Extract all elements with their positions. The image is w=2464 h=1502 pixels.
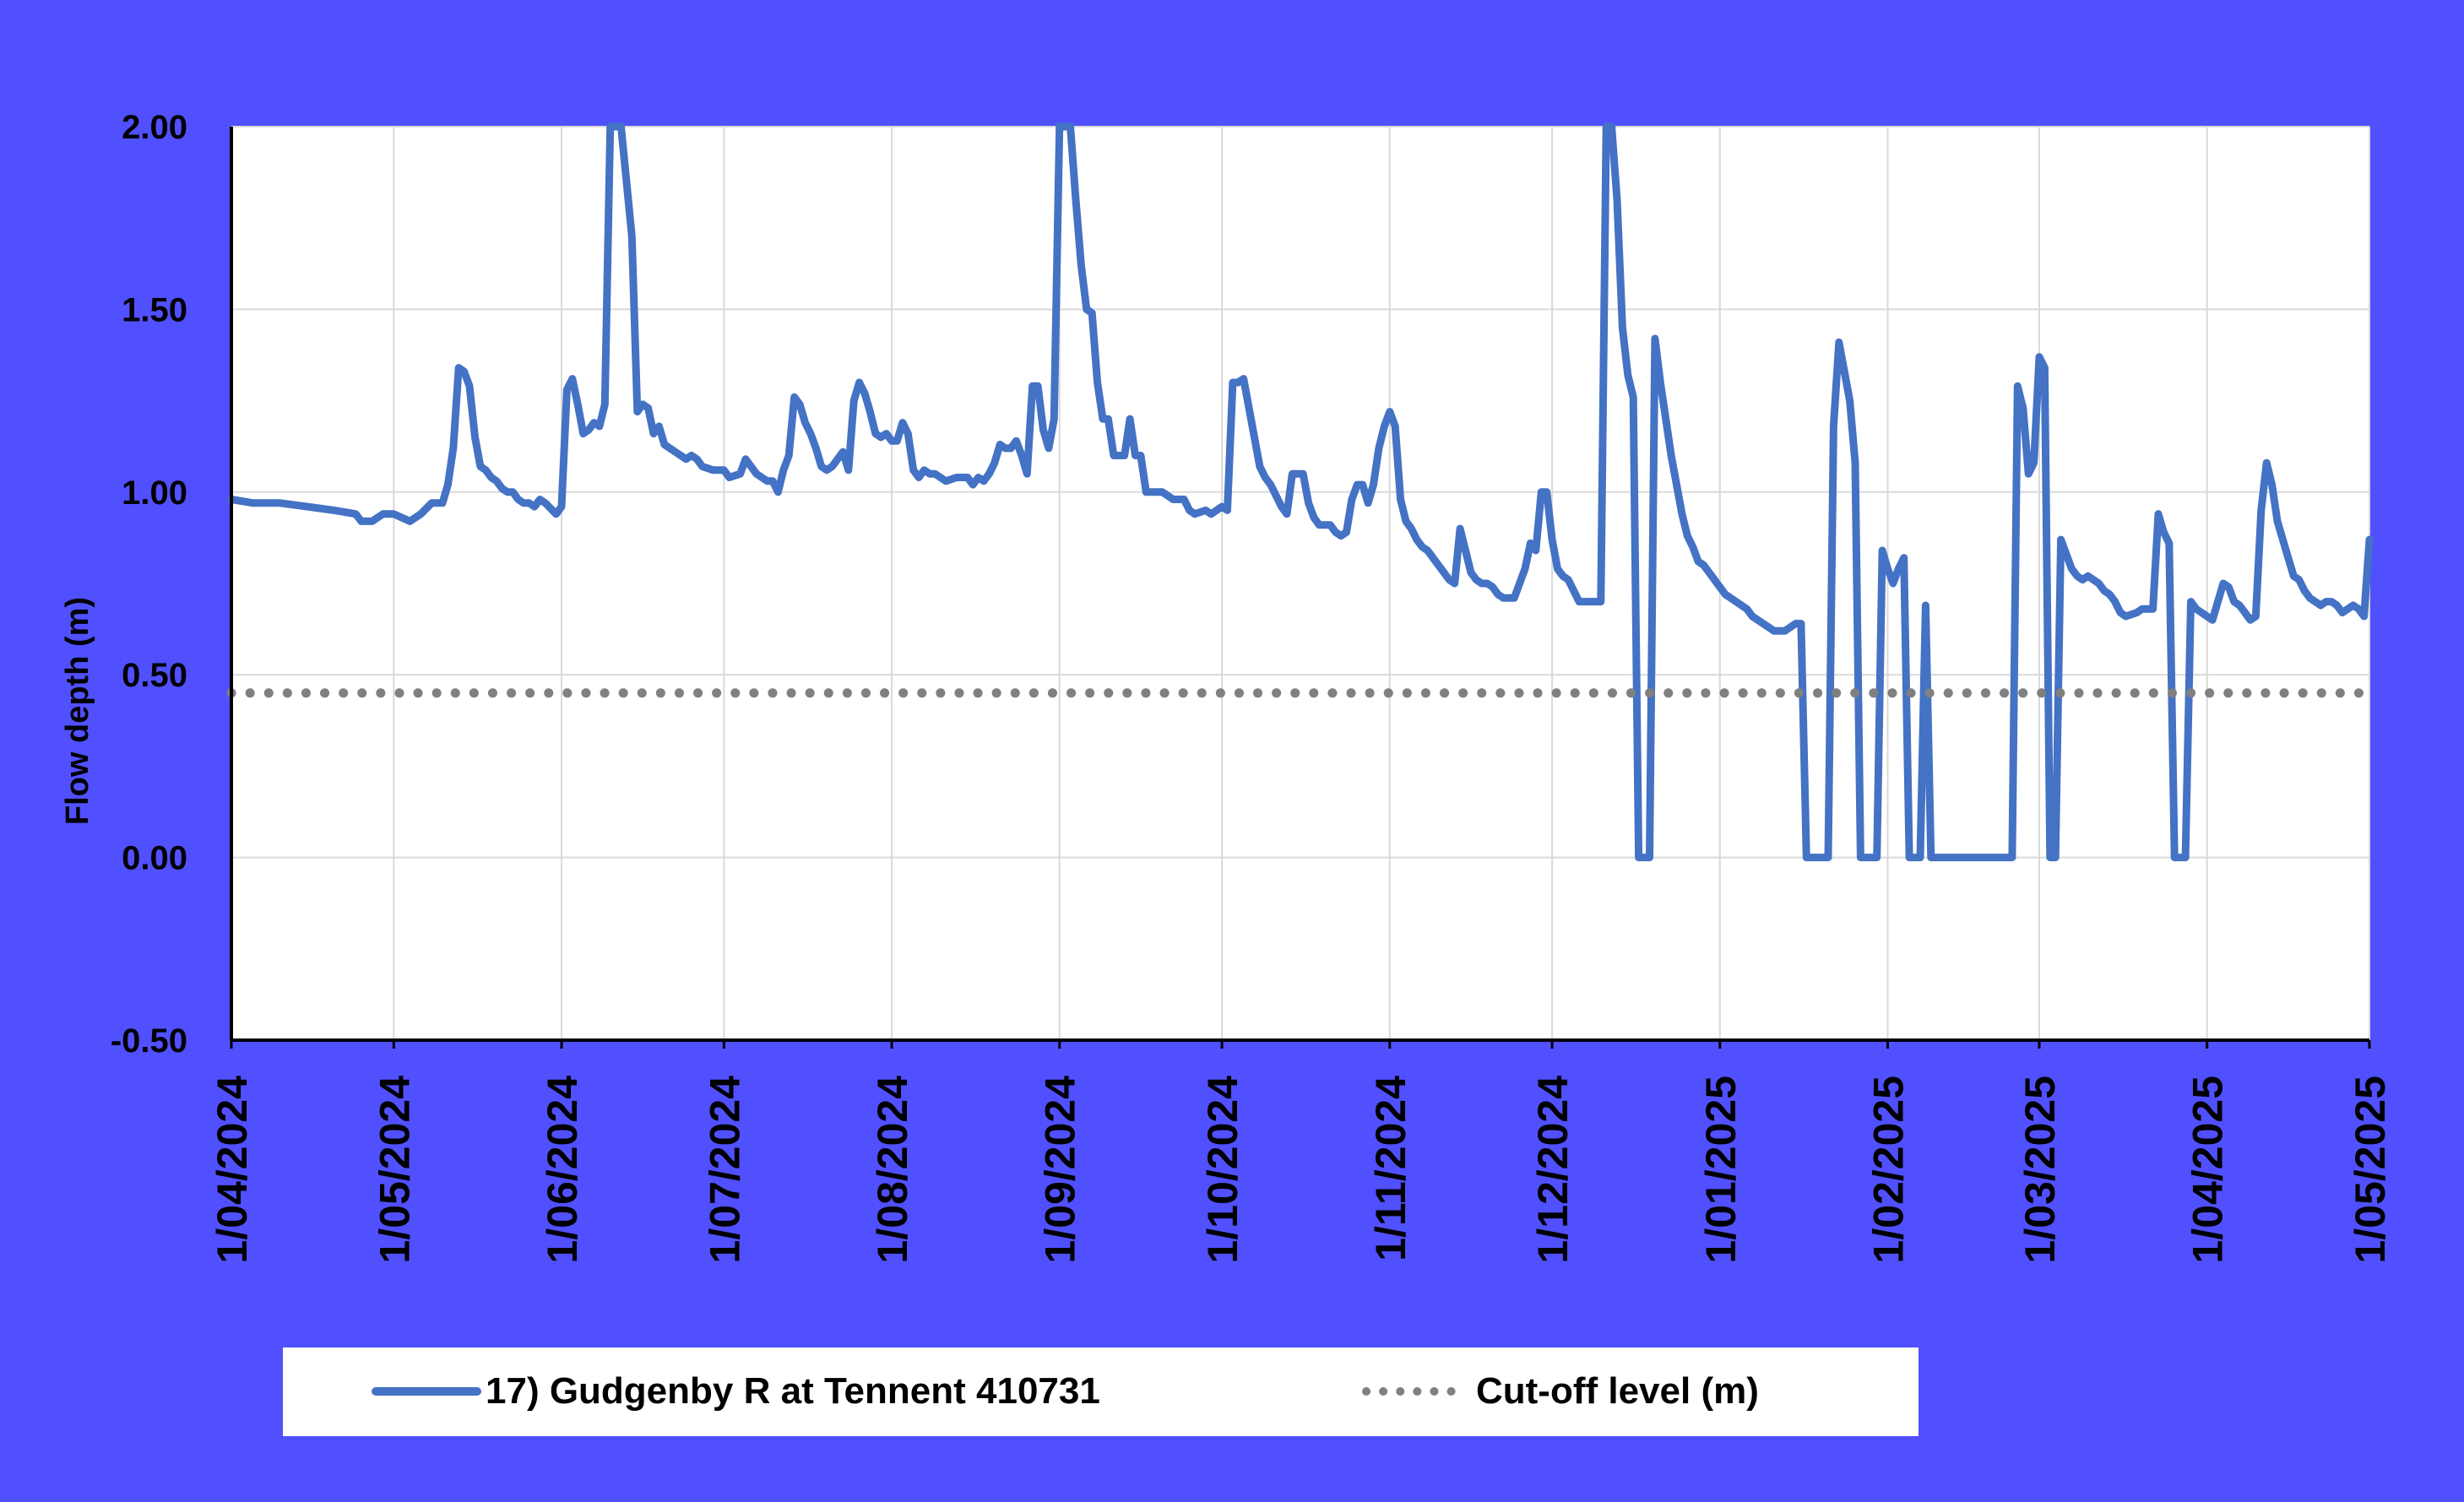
x-tick-label: 1/05/2024 (371, 1076, 418, 1264)
x-tick-label: 1/08/2024 (869, 1076, 916, 1264)
legend-label-series: 17) Gudgenby R at Tennent 410731 (486, 1370, 1100, 1412)
x-tick-label: 1/01/2025 (1697, 1076, 1745, 1263)
x-tick-label: 1/10/2024 (1199, 1076, 1246, 1264)
x-tick-label: 1/11/2024 (1367, 1076, 1414, 1261)
legend: 17) Gudgenby R at Tennent 410731 Cut-off… (283, 1347, 1919, 1436)
x-tick-label: 1/02/2025 (1864, 1076, 1912, 1263)
y-tick-label: 2.00 (122, 109, 187, 146)
x-tick-label: 1/05/2025 (2347, 1076, 2394, 1263)
y-tick-label: 1.00 (122, 474, 187, 512)
x-tick-label: 1/04/2025 (2184, 1076, 2232, 1263)
series-line-gudgenby (227, 122, 2374, 862)
axis-layer: -0.50 0.00 0.50 1.00 1.50 2.00 1/04/2024 1/05/2… (111, 109, 2394, 1263)
x-tick-label: 1/06/2024 (539, 1076, 586, 1264)
grid-layer (231, 126, 2370, 1040)
x-tick-label: 1/12/2024 (1529, 1076, 1577, 1264)
y-tick-label: 0.00 (122, 840, 187, 877)
x-tick-label: 1/09/2024 (1037, 1076, 1084, 1264)
x-tick-label: 1/03/2025 (2016, 1076, 2064, 1263)
legend-box (283, 1347, 1919, 1436)
legend-label-cutoff: Cut-off level (m) (1476, 1370, 1759, 1412)
x-tick-label: 1/04/2024 (209, 1076, 256, 1264)
series-layer (226, 122, 2374, 862)
y-tick-label: 0.50 (122, 657, 187, 694)
y-axis-title: Flow depth (m) (60, 597, 95, 825)
y-tick-label: -0.50 (111, 1022, 187, 1060)
y-tick-label: 1.50 (122, 291, 187, 328)
x-tick-label: 1/07/2024 (701, 1076, 748, 1264)
